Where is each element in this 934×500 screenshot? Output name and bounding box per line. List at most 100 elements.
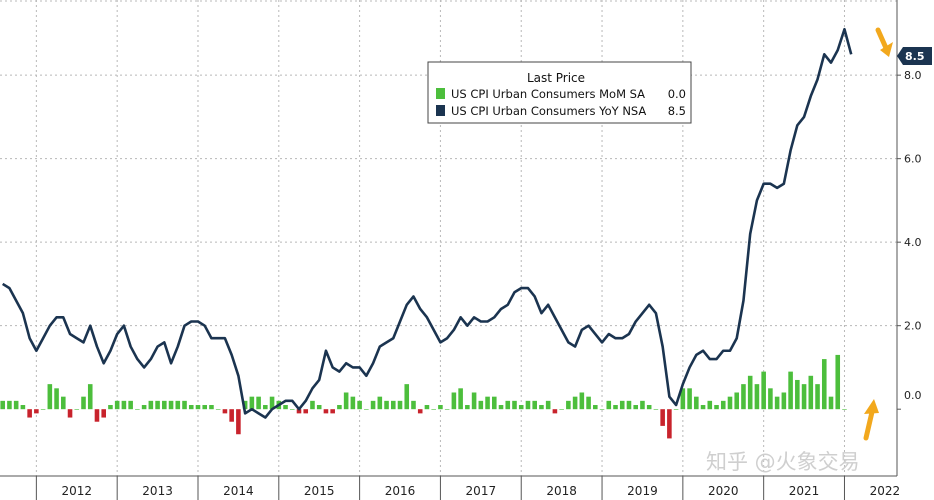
mom-bar <box>734 392 740 410</box>
axes: 2.0 4.0 6.0 8.0 2012 2013 2014 2015 2016 2017 2018… <box>0 69 922 500</box>
mom-bar <box>67 409 73 418</box>
mom-bar <box>485 396 490 410</box>
mom-bar <box>249 396 255 410</box>
mom-bar <box>34 409 39 414</box>
mom-bar <box>761 371 766 410</box>
mom-bar <box>653 409 659 410</box>
mom-bar <box>141 405 147 410</box>
mom-bar <box>128 400 133 410</box>
mom-bar <box>781 392 787 410</box>
watermark: 知乎 @火象交易 <box>706 450 860 474</box>
mom-bar <box>316 405 322 410</box>
mom-bar <box>323 409 329 414</box>
mom-bar <box>828 396 834 410</box>
mom-bar <box>283 405 288 410</box>
mom-bar <box>518 405 524 410</box>
mom-bar <box>687 388 692 410</box>
mom-bar <box>209 405 214 410</box>
y-tick-label: 8.0 <box>904 69 922 82</box>
yoy-line-layer <box>2 27 853 419</box>
mom-bar <box>411 400 416 410</box>
mom-bar <box>640 400 645 410</box>
badge-shape <box>897 47 932 65</box>
mom-bar <box>821 359 827 410</box>
mom-bar <box>586 396 591 410</box>
legend-swatch-yoy <box>436 105 445 116</box>
mom-bar <box>741 384 746 410</box>
x-tick-label: 2015 <box>304 484 335 498</box>
mom-bar <box>47 384 53 410</box>
mom-bar <box>815 384 820 410</box>
mom-bar <box>478 400 484 410</box>
mom-bar <box>808 375 814 410</box>
mom-bar <box>397 400 403 410</box>
mom-bar <box>370 400 376 410</box>
mom-bar <box>61 396 66 410</box>
mom-bar <box>121 400 127 410</box>
mom-bar <box>263 405 268 410</box>
x-tick-label: 2014 <box>223 484 254 498</box>
mom-bar <box>754 384 760 410</box>
mom-bar <box>330 409 335 414</box>
mom-bar <box>162 400 167 410</box>
mom-bar <box>680 388 686 410</box>
mom-bar <box>108 405 113 410</box>
mom-bar <box>444 409 450 410</box>
yoy-line <box>2 27 853 419</box>
mom-bar <box>714 405 719 410</box>
mom-bar <box>357 400 362 410</box>
mom-bar <box>646 405 652 410</box>
mom-bar <box>599 409 605 410</box>
mom-bar <box>377 396 383 410</box>
mom-bar <box>417 409 423 414</box>
mom-bar <box>768 388 773 410</box>
mom-bar <box>451 392 457 410</box>
mom-bar <box>182 400 187 410</box>
mom-bar <box>707 400 713 410</box>
mom-bars <box>0 354 847 439</box>
mom-bar <box>384 400 389 410</box>
mom-bar <box>269 396 275 410</box>
mom-bar <box>20 405 26 410</box>
mom-bar <box>626 400 632 410</box>
mom-bar <box>795 379 800 410</box>
mom-bar <box>310 400 315 410</box>
mom-bar <box>40 409 46 410</box>
mom-bar <box>74 409 80 410</box>
mom-bar <box>673 409 679 410</box>
mom-bar <box>727 396 733 410</box>
mom-bar <box>559 409 564 410</box>
legend: Last Price US CPI Urban Consumers MoM SA… <box>427 61 692 124</box>
legend-title: Last Price <box>527 71 585 85</box>
mom-bar <box>471 392 477 410</box>
mom-bar <box>545 400 551 410</box>
mom-bar <box>54 388 59 410</box>
x-tick-label: 2019 <box>627 484 658 498</box>
mom-bar <box>774 396 780 410</box>
mom-bar <box>613 405 618 410</box>
mom-bar <box>101 409 106 418</box>
mom-bar <box>539 405 544 410</box>
mom-bar <box>788 371 793 410</box>
mom-bar <box>747 375 753 410</box>
mom-bar <box>222 409 228 414</box>
legend-swatch-mom <box>436 88 445 99</box>
badge-value: 8.5 <box>905 50 925 63</box>
mom-bar <box>215 409 221 410</box>
legend-label-mom: US CPI Urban Consumers MoM SA <box>451 87 645 101</box>
y-tick-label: 4.0 <box>904 236 922 249</box>
mom-bar <box>606 400 612 410</box>
mom-bar <box>87 384 93 410</box>
x-tick-label: 2020 <box>708 484 739 498</box>
legend-value-mom: 0.0 <box>668 87 686 101</box>
mom-bar <box>0 400 5 410</box>
mom-bar <box>256 396 261 410</box>
mom-bar <box>289 409 295 410</box>
mom-bar <box>633 405 639 410</box>
arrow-up-icon <box>863 399 879 441</box>
mom-bar <box>135 409 140 410</box>
mom-bar <box>492 396 497 410</box>
mom-bar <box>7 400 12 410</box>
mom-bar <box>242 400 248 410</box>
mom-bar <box>842 409 847 410</box>
